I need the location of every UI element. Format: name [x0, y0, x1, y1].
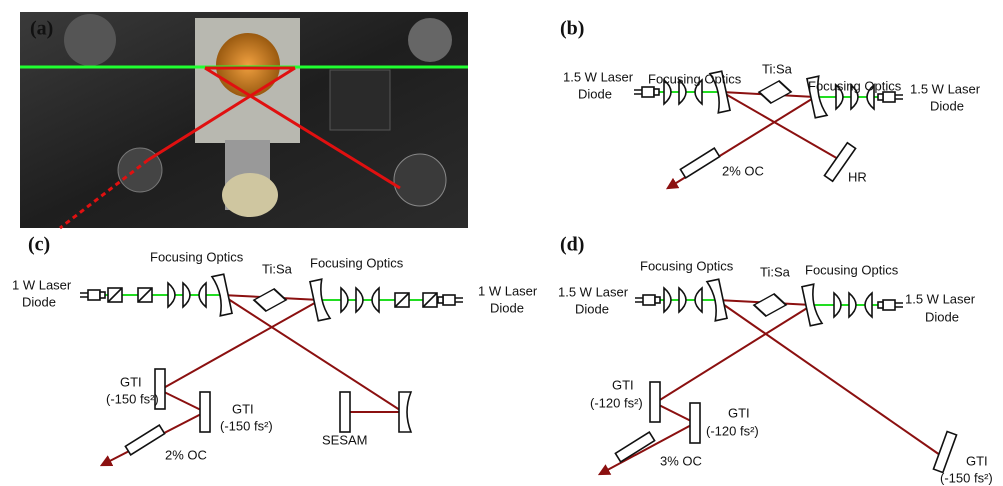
photo-panel [20, 12, 468, 228]
label: (-120 fs²) [706, 423, 759, 438]
curved-mirror [399, 392, 411, 432]
panel-label: (b) [560, 18, 584, 40]
panel-label: (a) [30, 18, 53, 40]
crystal [755, 81, 795, 103]
label: Diode [925, 309, 959, 324]
label: (-150 fs²) [106, 391, 159, 406]
mirror [690, 403, 700, 443]
lens [356, 288, 363, 312]
mirror [680, 148, 719, 178]
diode-body [642, 87, 654, 97]
lens [341, 288, 348, 312]
diode-pins [895, 303, 903, 307]
mirror [200, 392, 210, 432]
label: 1.5 W Laser [563, 69, 634, 84]
lens [849, 293, 856, 317]
diode-cap [100, 292, 105, 298]
mirror [125, 425, 164, 455]
lens [372, 288, 379, 312]
diode-body [643, 295, 655, 305]
label: Focusing Optics [648, 71, 742, 86]
lens [199, 283, 206, 307]
label: Focusing Optics [808, 78, 902, 93]
label: Ti:Sa [762, 61, 793, 76]
diode-cap [878, 302, 883, 308]
laser-beam [722, 92, 840, 160]
label: 1.5 W Laser [910, 81, 981, 96]
label: Ti:Sa [760, 264, 791, 279]
mirror [340, 392, 350, 432]
laser-diode [634, 87, 659, 97]
label: SESAM [322, 432, 368, 447]
diode-pins [895, 95, 903, 99]
label: Focusing Optics [310, 255, 404, 270]
diode-body [443, 295, 455, 305]
laser-diode [878, 300, 903, 310]
label: GTI [120, 374, 142, 389]
label: Focusing Optics [640, 258, 734, 273]
panel-label: (c) [28, 234, 50, 256]
label: GTI [966, 453, 988, 468]
laser-beam [222, 295, 403, 412]
label: Diode [578, 86, 612, 101]
diode-pins [634, 90, 642, 94]
label: 1 W Laser [12, 277, 72, 292]
laser-diode [878, 92, 903, 102]
diode-body [88, 290, 100, 300]
diode-cap [878, 94, 883, 100]
diode-cap [654, 89, 659, 95]
lens [865, 293, 872, 317]
label: GTI [612, 377, 634, 392]
label: (-120 fs²) [590, 395, 643, 410]
label: 1.5 W Laser [905, 291, 976, 306]
label: HR [848, 169, 867, 184]
diode-cap [655, 297, 660, 303]
lens [695, 288, 702, 312]
lens [679, 288, 686, 312]
figure: (a) (b) (c) (d) Focusing Optics Ti:Sa Focusing… [0, 0, 1003, 486]
label: Focusing Optics [805, 262, 899, 277]
diode-pins [455, 298, 463, 302]
label: Diode [575, 301, 609, 316]
diode-cap [438, 297, 443, 303]
label: Ti:Sa [262, 261, 293, 276]
lens [664, 288, 671, 312]
diode-pins [80, 293, 88, 297]
laser-diode [635, 295, 660, 305]
panel-label: (d) [560, 234, 584, 256]
label: 2% OC [165, 447, 207, 462]
label: Diode [22, 294, 56, 309]
label: (-150 fs²) [940, 470, 993, 485]
lens [168, 283, 175, 307]
label: Focusing Optics [150, 249, 244, 264]
label: 1 W Laser [478, 283, 538, 298]
mirror [650, 382, 660, 422]
lens [183, 283, 190, 307]
label: 1.5 W Laser [558, 284, 629, 299]
label: Diode [490, 300, 524, 315]
lens [834, 293, 841, 317]
label: (-150 fs²) [220, 418, 273, 433]
label: GTI [232, 401, 254, 416]
crystal [250, 289, 290, 311]
label: GTI [728, 405, 750, 420]
diode-body [883, 92, 895, 102]
crystal [750, 294, 790, 316]
laser-diode [438, 295, 463, 305]
label: 2% OC [722, 163, 764, 178]
laser-diode [80, 290, 105, 300]
diode-body [883, 300, 895, 310]
label: 3% OC [660, 453, 702, 468]
diode-pins [635, 298, 643, 302]
label: Diode [930, 98, 964, 113]
